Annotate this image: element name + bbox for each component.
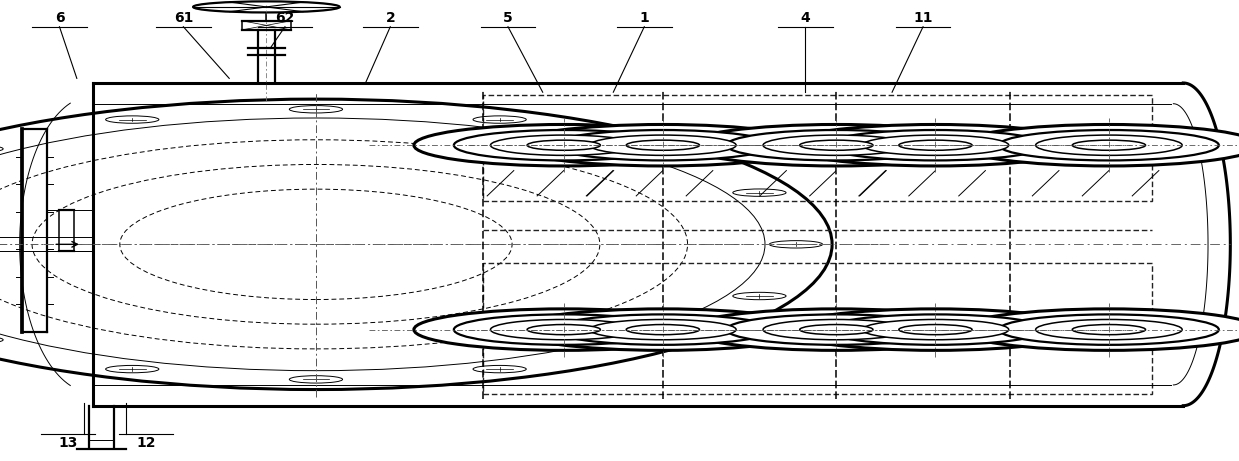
Ellipse shape: [786, 309, 1085, 350]
Ellipse shape: [453, 130, 674, 160]
Ellipse shape: [626, 140, 700, 150]
Text: 61: 61: [173, 12, 193, 25]
Text: 13: 13: [58, 436, 78, 449]
Text: 4: 4: [800, 12, 810, 25]
Ellipse shape: [553, 314, 773, 345]
Ellipse shape: [527, 140, 601, 150]
Text: 11: 11: [913, 12, 933, 25]
Ellipse shape: [1036, 319, 1182, 340]
Ellipse shape: [513, 309, 813, 350]
Ellipse shape: [799, 325, 873, 335]
Ellipse shape: [763, 319, 909, 340]
Text: 12: 12: [136, 436, 156, 449]
Ellipse shape: [786, 124, 1085, 166]
Bar: [483, 95, 1152, 201]
Ellipse shape: [959, 124, 1239, 166]
Ellipse shape: [491, 319, 637, 340]
Ellipse shape: [999, 314, 1219, 345]
Text: 62: 62: [275, 12, 295, 25]
Ellipse shape: [862, 319, 1009, 340]
Ellipse shape: [414, 124, 714, 166]
Ellipse shape: [453, 314, 674, 345]
Bar: [483, 263, 1152, 394]
Ellipse shape: [959, 309, 1239, 350]
Ellipse shape: [1036, 135, 1182, 155]
Text: 2: 2: [385, 12, 395, 25]
Ellipse shape: [1072, 140, 1146, 150]
Ellipse shape: [898, 325, 973, 335]
Ellipse shape: [1072, 325, 1146, 335]
Text: 6: 6: [55, 12, 64, 25]
Ellipse shape: [626, 325, 700, 335]
Ellipse shape: [898, 140, 973, 150]
Ellipse shape: [825, 314, 1046, 345]
Ellipse shape: [686, 309, 986, 350]
Ellipse shape: [553, 130, 773, 160]
Text: 1: 1: [639, 12, 649, 25]
Ellipse shape: [590, 135, 736, 155]
Ellipse shape: [513, 124, 813, 166]
Ellipse shape: [999, 130, 1219, 160]
Ellipse shape: [825, 130, 1046, 160]
Text: 5: 5: [503, 12, 513, 25]
Ellipse shape: [799, 140, 873, 150]
Ellipse shape: [726, 314, 947, 345]
Ellipse shape: [590, 319, 736, 340]
Ellipse shape: [763, 135, 909, 155]
Ellipse shape: [686, 124, 986, 166]
Ellipse shape: [414, 309, 714, 350]
Ellipse shape: [726, 130, 947, 160]
Ellipse shape: [491, 135, 637, 155]
Ellipse shape: [862, 135, 1009, 155]
Ellipse shape: [527, 325, 601, 335]
